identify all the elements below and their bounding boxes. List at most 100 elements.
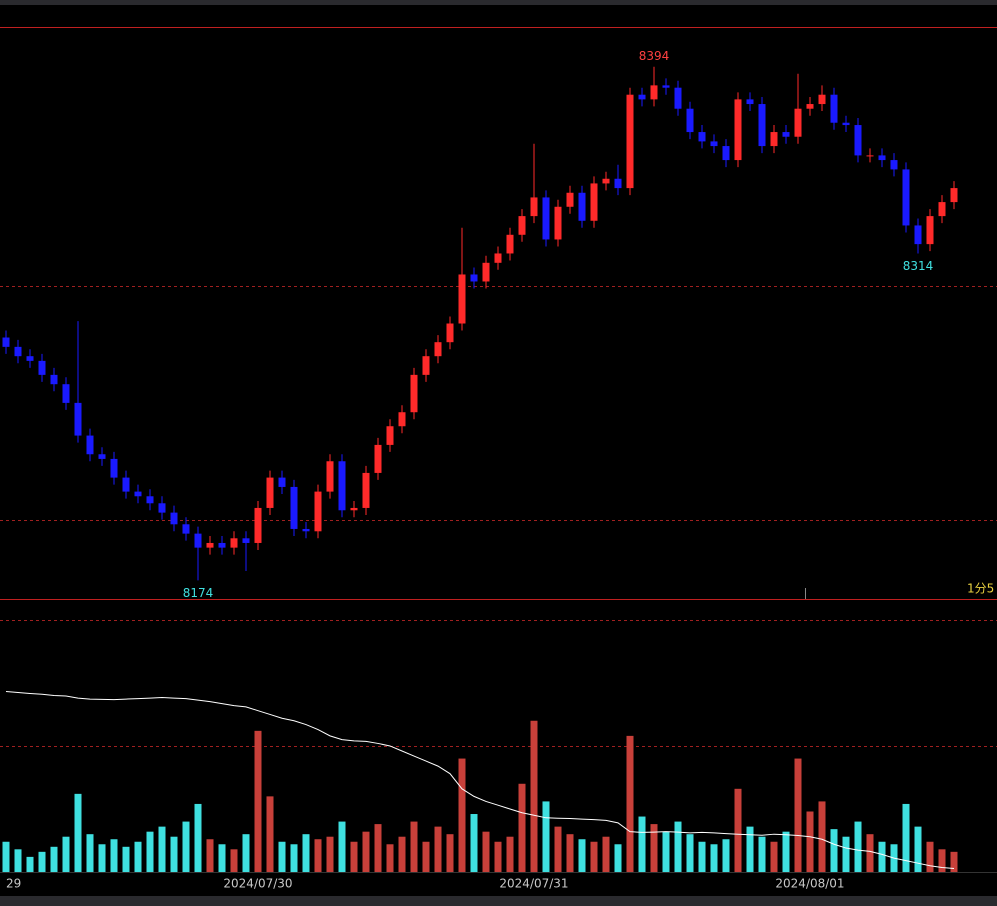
volume-bar	[434, 826, 442, 872]
candle-body	[182, 524, 190, 534]
candle-body	[494, 253, 502, 263]
volume-bar	[866, 834, 874, 872]
volume-bar	[266, 796, 274, 872]
candle-body	[614, 178, 622, 189]
volume-bar	[2, 841, 10, 872]
volume-bar	[650, 824, 658, 872]
volume-bar	[398, 836, 406, 872]
volume-bar	[674, 821, 682, 872]
volume-bar	[614, 844, 622, 872]
volume-bar	[758, 836, 766, 872]
volume-bar	[914, 826, 922, 872]
volume-bar	[134, 841, 142, 872]
candle-body	[926, 216, 934, 245]
volume-bar	[878, 841, 886, 872]
candle-body	[734, 99, 742, 161]
volume-bar	[410, 821, 418, 872]
volume-bar	[530, 720, 538, 872]
volume-bar	[122, 846, 130, 872]
candle-body	[830, 94, 838, 123]
volume-bar	[314, 839, 322, 872]
volume-bar	[842, 836, 850, 872]
candle-body	[554, 206, 562, 240]
volume-bar	[230, 849, 238, 872]
bottom-bar	[0, 896, 997, 906]
candle-body	[434, 342, 442, 357]
candle-body	[2, 337, 10, 347]
candle-body	[14, 346, 22, 357]
candle-body	[914, 225, 922, 245]
candle-body	[86, 435, 94, 455]
price-annotation: 8394	[639, 49, 670, 63]
candle-body	[578, 192, 586, 221]
candle-body	[602, 178, 610, 184]
volume-bar	[734, 788, 742, 872]
x-tick-label: 2024/08/01	[775, 877, 844, 891]
volume-bar	[902, 803, 910, 872]
volume-bar	[62, 836, 70, 872]
volume-bar	[422, 841, 430, 872]
candle-body	[746, 99, 754, 105]
volume-bar	[770, 841, 778, 872]
price-annotation: 8174	[183, 586, 214, 600]
candle-body	[278, 477, 286, 487]
volume-bar	[302, 834, 310, 872]
candle-body	[338, 461, 346, 511]
volume-bar	[338, 821, 346, 872]
volume-bar	[506, 836, 514, 872]
volume-bar	[638, 816, 646, 872]
volume-bar	[590, 841, 598, 872]
volume-bar	[710, 844, 718, 872]
candle-body	[350, 507, 358, 511]
volume-bar	[386, 844, 394, 872]
candle-body	[878, 155, 886, 161]
candle-body	[410, 374, 418, 413]
candle-body	[722, 146, 730, 161]
volume-bar	[26, 856, 34, 872]
volume-bar	[518, 783, 526, 872]
candle-body	[866, 155, 874, 157]
volume-bar	[458, 758, 466, 872]
candle-body	[638, 94, 646, 100]
volume-bar	[830, 829, 838, 872]
volume-bar	[146, 831, 154, 872]
candle-body	[890, 160, 898, 170]
candle-body	[230, 538, 238, 548]
candle-body	[170, 512, 178, 525]
candle-body	[938, 202, 946, 217]
volume-bar	[482, 831, 490, 872]
candle-body	[698, 132, 706, 142]
volume-bar	[470, 814, 478, 872]
volume-bar	[98, 844, 106, 872]
candle-body	[590, 183, 598, 221]
volume-bar	[110, 839, 118, 872]
candle-body	[374, 444, 382, 473]
candle-body	[782, 132, 790, 137]
candle-body	[422, 356, 430, 375]
volume-bar	[242, 834, 250, 872]
volume-bar	[278, 841, 286, 872]
volume-bar	[362, 831, 370, 872]
volume-bar	[14, 849, 22, 872]
x-tick-label: 2024/07/30	[223, 877, 292, 891]
volume-bar	[566, 834, 574, 872]
candle-body	[506, 234, 514, 254]
candle-body	[806, 104, 814, 109]
volume-bar	[578, 839, 586, 872]
status-text: 1分5	[967, 582, 994, 596]
candle-body	[314, 491, 322, 532]
volume-bar	[662, 831, 670, 872]
volume-bar	[722, 839, 730, 872]
volume-bar	[182, 821, 190, 872]
volume-line	[5, 691, 955, 869]
volume-bar	[746, 826, 754, 872]
candle-body	[146, 496, 154, 504]
candle-body	[134, 491, 142, 497]
candle-body	[758, 104, 766, 147]
candle-body	[842, 122, 850, 126]
candle-body	[98, 454, 106, 459]
volume-bar	[206, 839, 214, 872]
candle-body	[626, 94, 634, 189]
candle-body	[74, 402, 82, 436]
